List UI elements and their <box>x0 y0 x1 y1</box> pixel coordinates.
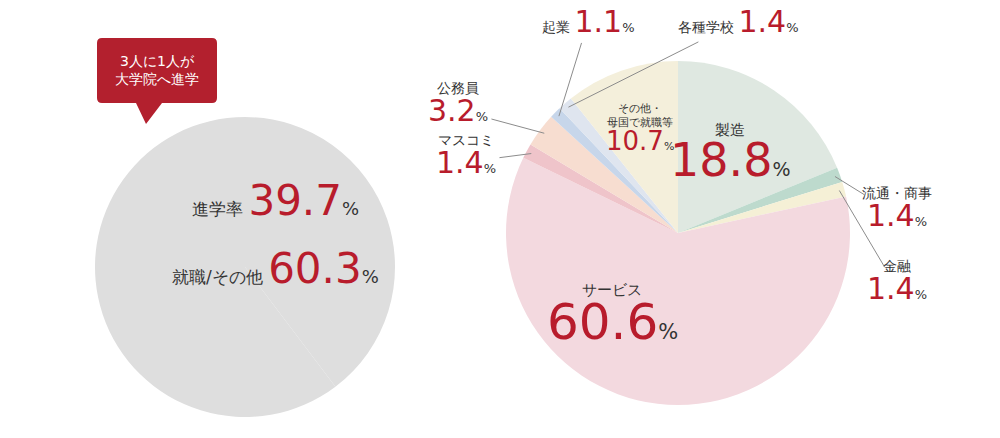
svg-text:就職/その他 60.3%: 就職/その他 60.3% <box>172 244 379 293</box>
svg-text:その他・母国で就職等: その他・母国で就職等 <box>607 102 673 129</box>
svg-text:公務員: 公務員 <box>437 80 479 96</box>
svg-text:製造: 製造 <box>715 121 745 139</box>
svg-text:金融: 金融 <box>883 258 911 274</box>
svg-text:1.4%: 1.4% <box>436 145 496 180</box>
svg-text:サービス: サービス <box>582 281 642 299</box>
svg-text:3人に1人が大学院へ進学: 3人に1人が大学院へ進学 <box>115 53 199 87</box>
svg-text:3.2%: 3.2% <box>428 93 488 128</box>
svg-text:各種学校 1.4%: 各種学校 1.4% <box>678 4 799 39</box>
svg-text:進学率 39.7%: 進学率 39.7% <box>192 176 359 225</box>
svg-text:流通・商事: 流通・商事 <box>862 185 932 201</box>
svg-text:60.6%: 60.6% <box>547 293 678 351</box>
svg-text:1.4%: 1.4% <box>867 198 927 233</box>
svg-text:起業 1.1%: 起業 1.1% <box>542 4 635 39</box>
svg-text:10.7%: 10.7% <box>606 126 674 156</box>
svg-text:18.8%: 18.8% <box>670 133 790 187</box>
svg-text:1.4%: 1.4% <box>867 271 927 306</box>
svg-text:マスコミ: マスコミ <box>438 132 494 148</box>
